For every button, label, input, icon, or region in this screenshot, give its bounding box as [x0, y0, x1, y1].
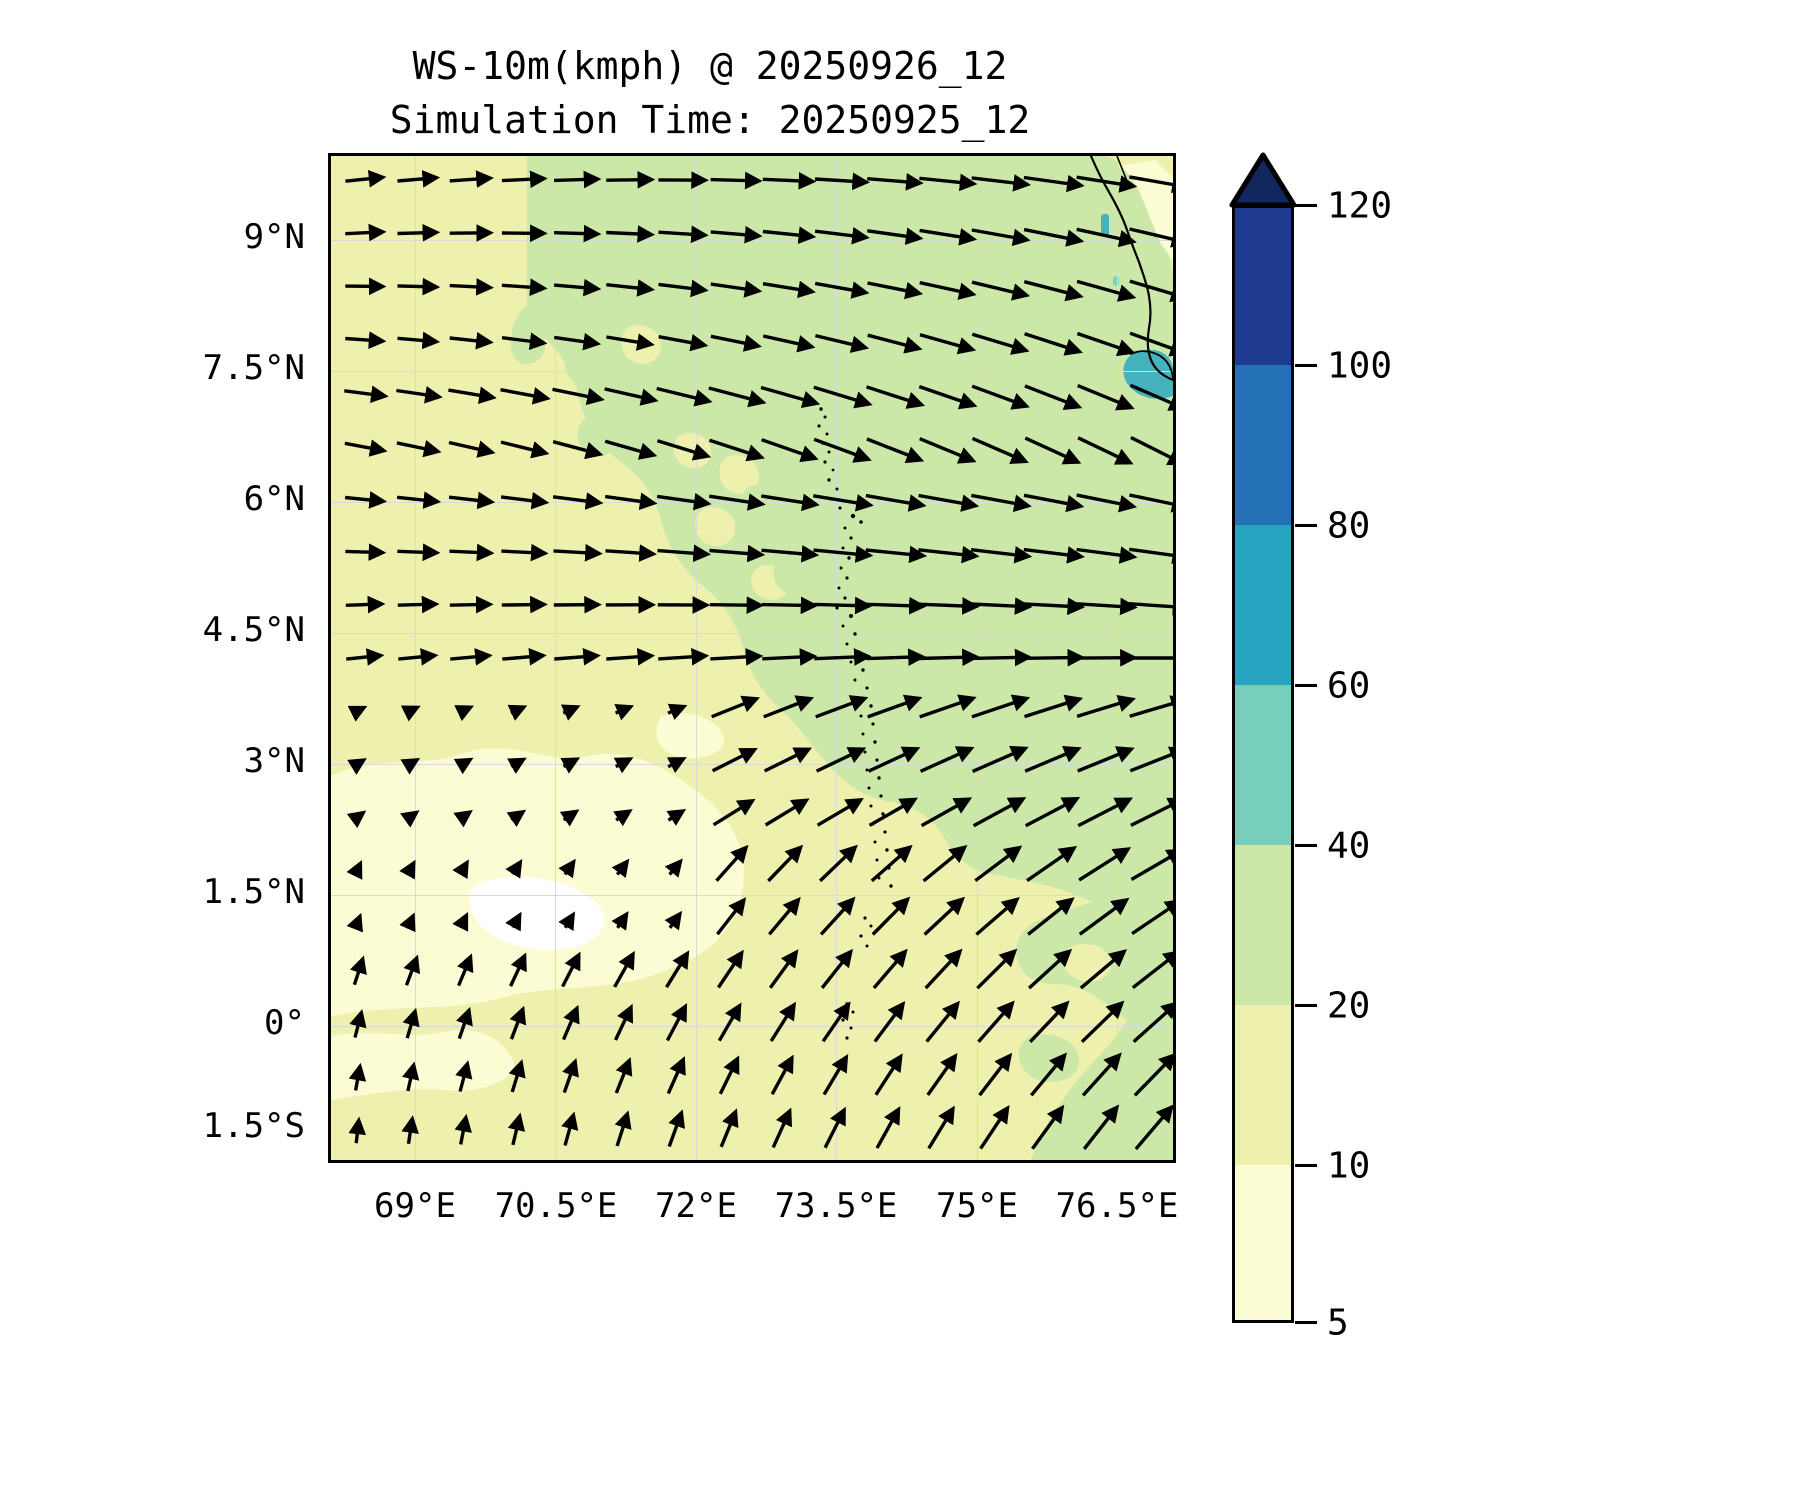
coastline-overlay: [817, 156, 1173, 1040]
colorbar-tick-100: [1295, 364, 1317, 367]
map-axes[interactable]: [328, 153, 1176, 1163]
gridline-lat-1p5: [331, 895, 1173, 896]
colorbar-band-10-20: [1232, 1005, 1294, 1165]
colorbar-label-80: 80: [1327, 505, 1371, 547]
colorbar-label-60: 60: [1327, 665, 1371, 707]
colorbar-band-20-40: [1232, 845, 1294, 1005]
ytick-label-4: 3°N: [243, 741, 305, 781]
colorbar-band-100-120: [1232, 205, 1294, 365]
colorbar-extend-max-arrow: [1229, 152, 1297, 208]
xtick-label-0: 69°E: [374, 1186, 456, 1226]
lakshadweep-islands: [817, 407, 893, 1040]
ytick-label-1: 7.5°N: [202, 348, 305, 388]
colorbar-tick-80: [1295, 524, 1317, 527]
gridline-lat-7p5: [331, 371, 1173, 372]
colorbar-label-10: 10: [1327, 1145, 1371, 1187]
colorbar-label-5: 5: [1327, 1302, 1349, 1344]
colorbar-band-5-10: [1232, 1165, 1294, 1323]
colorbar-tick-120: [1295, 204, 1317, 207]
colorbar-tick-5: [1295, 1321, 1317, 1324]
colorbar-label-40: 40: [1327, 825, 1371, 867]
ytick-label-3: 4.5°N: [202, 610, 305, 650]
ytick-label-6: 0°: [264, 1003, 305, 1043]
ytick-label-5: 1.5°N: [202, 872, 305, 912]
colorbar[interactable]: [1232, 205, 1294, 1323]
xtick-label-2: 72°E: [655, 1186, 737, 1226]
figure-title: WS-10m(kmph) @ 20250926_12 Simulation Ti…: [0, 40, 1420, 148]
xtick-label-4: 75°E: [936, 1186, 1018, 1226]
colorbar-tick-60: [1295, 684, 1317, 687]
wind-quiver-arrows: [344, 169, 1173, 1151]
colorbar-tick-40: [1295, 844, 1317, 847]
xtick-label-1: 70.5°E: [494, 1186, 618, 1226]
gridline-lat-0: [331, 1026, 1173, 1027]
gridline-lat-4p5: [331, 633, 1173, 634]
map-plot-area: [331, 156, 1173, 1160]
xtick-label-5: 76.5°E: [1055, 1186, 1179, 1226]
ytick-label-0: 9°N: [243, 217, 305, 257]
colorbar-tick-10: [1295, 1164, 1317, 1167]
title-line-1: WS-10m(kmph) @ 20250926_12: [412, 44, 1008, 88]
ytick-label-7: 1.5°S: [202, 1106, 305, 1146]
colorbar-label-20: 20: [1327, 985, 1371, 1027]
colorbar-label-100: 100: [1327, 345, 1393, 387]
ytick-label-2: 6°N: [243, 479, 305, 519]
colorbar-tick-20: [1295, 1004, 1317, 1007]
colorbar-band-80-100: [1232, 365, 1294, 525]
colorbar-band-40-60: [1232, 685, 1294, 845]
title-line-2: Simulation Time: 20250925_12: [389, 97, 1031, 142]
gridline-lat-3: [331, 764, 1173, 765]
xtick-label-3: 73.5°E: [774, 1186, 898, 1226]
colorbar-band-60-80: [1232, 525, 1294, 685]
colorbar-label-120: 120: [1327, 185, 1393, 227]
